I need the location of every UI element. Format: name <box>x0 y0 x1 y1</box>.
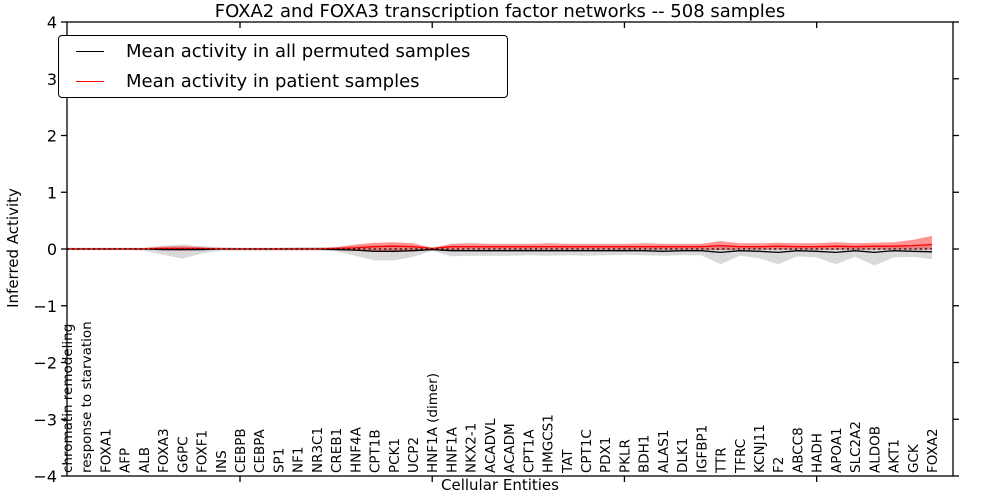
y-tick-label: −1 <box>33 297 57 316</box>
x-tick-label: CPT1C <box>579 429 595 473</box>
legend-item-permuted: Mean activity in all permuted samples <box>76 37 507 67</box>
x-tick-label: NR3C1 <box>310 427 326 473</box>
patient-uncertainty-band <box>67 235 932 252</box>
x-tick-label: FOXA2 <box>925 428 941 473</box>
x-tick-label: CREB1 <box>329 428 345 473</box>
x-tick-label: G6PC <box>175 436 191 473</box>
x-tick-label: APOA1 <box>829 427 845 473</box>
permuted-line-sample-icon <box>76 51 104 52</box>
y-tick-label: 2 <box>47 127 57 146</box>
x-tick-label: CEBPB <box>233 428 249 473</box>
x-tick-label: FOXF1 <box>195 430 211 473</box>
x-tick-label: NF1 <box>291 447 307 473</box>
x-tick-label: HADH <box>810 433 826 473</box>
chart-title: FOXA2 and FOXA3 transcription factor net… <box>214 1 786 22</box>
x-tick-label: IGFBP1 <box>694 425 710 473</box>
y-tick-label: −3 <box>33 410 57 429</box>
x-tick-label: BDH1 <box>637 435 653 473</box>
y-tick-label: 1 <box>47 183 57 202</box>
x-tick-label: PCK1 <box>387 438 403 473</box>
x-tick-label: PKLR <box>617 439 633 473</box>
x-tick-label: ALDOB <box>867 426 883 473</box>
x-tick-label: SLC2A2 <box>848 421 864 473</box>
y-tick-label: −4 <box>33 467 57 486</box>
x-tick-label: F2 <box>771 457 787 473</box>
y-tick-label: 3 <box>47 70 57 89</box>
x-tick-label: TTR <box>714 447 730 474</box>
x-tick-label: CEBPA <box>252 429 268 473</box>
patient-mean-line <box>67 243 933 250</box>
x-tick-label: HNF4A <box>348 426 364 473</box>
x-tick-label: SP1 <box>271 448 287 473</box>
permuted-uncertainty-band <box>67 244 932 266</box>
x-tick-label: ACADM <box>502 423 518 473</box>
x-tick-label: FOXA3 <box>156 428 172 473</box>
x-tick-label: ABCC8 <box>790 427 806 473</box>
x-tick-label: chromatin remodeling <box>60 324 76 473</box>
x-tick-label: AKT1 <box>887 439 903 473</box>
x-tick-label: FOXA1 <box>98 428 114 473</box>
y-axis-title: Inferred Activity <box>4 188 22 308</box>
x-tick-label: UCP2 <box>406 437 422 473</box>
x-tick-label: CPT1B <box>368 429 384 473</box>
x-tick-label: GCK <box>906 443 922 473</box>
x-tick-label: DLK1 <box>675 438 691 473</box>
legend-item-patient: Mean activity in patient samples <box>76 67 507 97</box>
x-tick-label: INS <box>214 450 230 473</box>
x-tick-label: response to starvation <box>79 321 95 473</box>
x-tick-label: HMGCS1 <box>541 414 557 473</box>
legend-label-patient: Mean activity in patient samples <box>126 71 420 92</box>
x-tick-label: AFP <box>118 448 134 473</box>
x-tick-label: HNF1A (dimer) <box>425 373 441 473</box>
x-tick-label: ACADVL <box>483 418 499 473</box>
x-tick-label: CPT1A <box>521 429 537 473</box>
y-tick-label: 0 <box>47 240 57 259</box>
y-tick-label: 4 <box>47 13 57 32</box>
x-tick-label: HNF1A <box>444 426 460 473</box>
patient-line-sample-icon <box>76 81 104 82</box>
x-tick-label: TFRC <box>733 439 749 474</box>
x-tick-label: TAT <box>560 449 576 474</box>
legend-label-permuted: Mean activity in all permuted samples <box>126 41 471 62</box>
x-tick-label: NKX2-1 <box>464 423 480 473</box>
x-tick-label: ALB <box>137 447 153 473</box>
legend: Mean activity in all permuted samples Me… <box>58 35 508 98</box>
x-tick-label: PDX1 <box>598 437 614 473</box>
x-tick-label: ALAS1 <box>656 430 672 473</box>
x-tick-label: KCNJ11 <box>752 424 768 473</box>
y-tick-label: −2 <box>33 354 57 373</box>
x-axis-title: Cellular Entities <box>441 476 559 494</box>
